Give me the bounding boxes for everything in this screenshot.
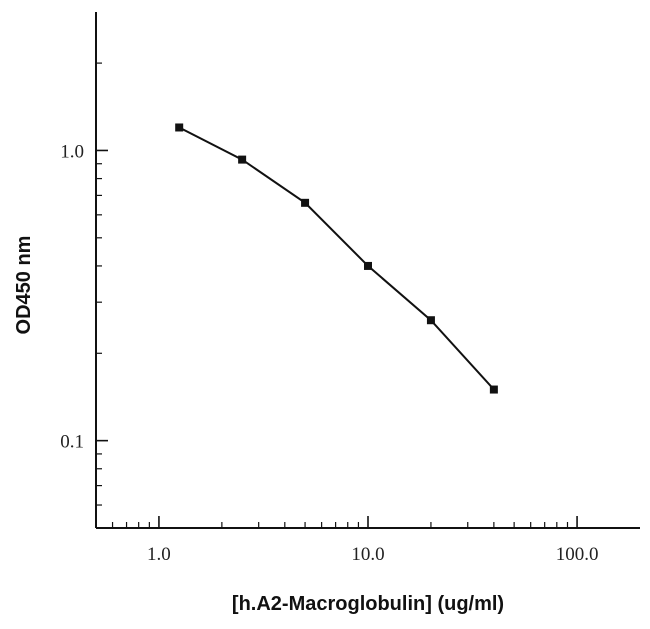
data-point [364,261,372,270]
tick-labels: 1.0 10.0 100.0 0.1 1.0 [60,141,598,565]
x-tick-label: 1.0 [147,544,171,565]
ticks [96,62,578,528]
series-line [178,126,495,391]
axes [95,12,640,529]
y-axis-title: OD450 nm [13,236,35,335]
data-point [426,316,435,325]
x-axis-title: [h.A2-Macroglobulin] (ug/ml) [232,593,504,615]
series-layer [175,123,498,394]
data-point [301,198,310,207]
data-point [489,385,498,394]
x-tick-label: 10.0 [351,544,384,565]
x-tick-label: 100.0 [556,544,599,565]
data-point [238,155,247,164]
y-tick-label: 1.0 [60,141,84,162]
data-point [175,123,184,132]
y-tick-label: 0.1 [60,432,84,453]
